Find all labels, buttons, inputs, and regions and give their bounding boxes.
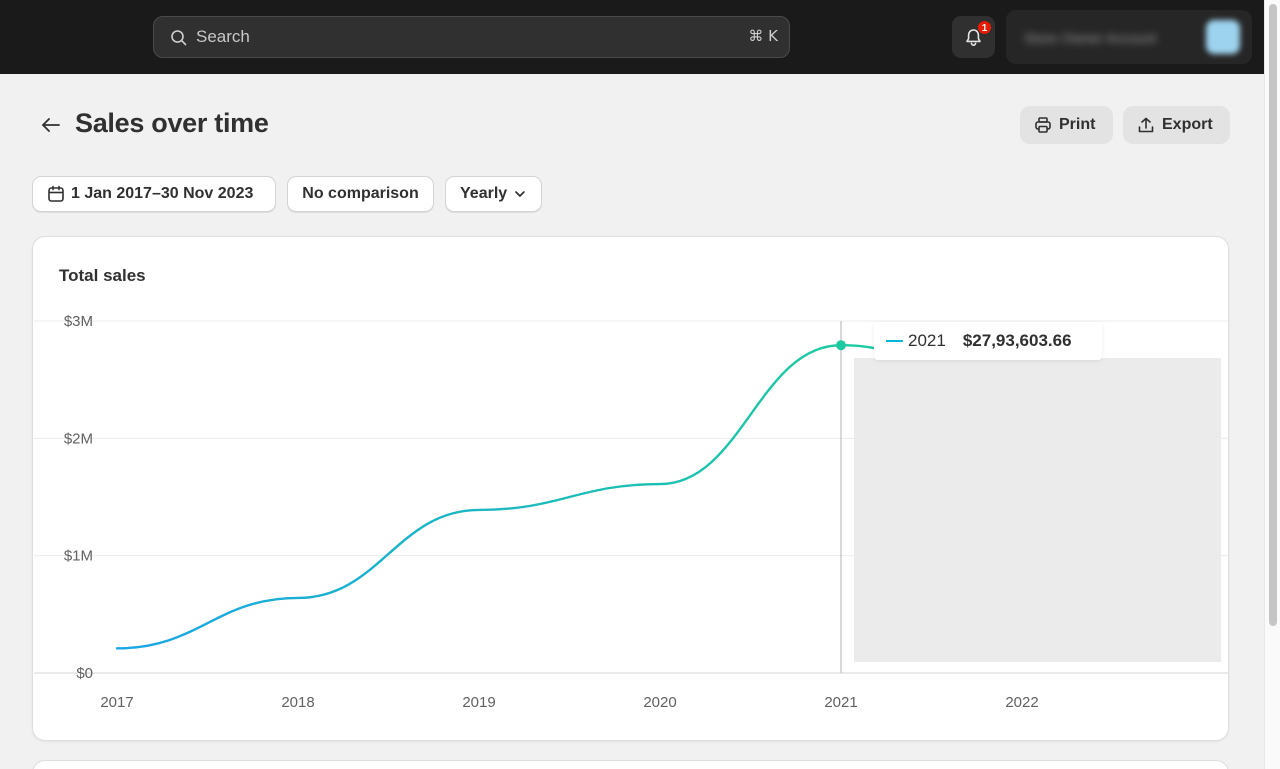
x-tick-label: 2022 (1005, 694, 1038, 711)
chart-title: Total sales (59, 266, 146, 285)
account-menu[interactable]: Store Owner Account (1006, 10, 1252, 64)
x-tick-label: 2020 (643, 694, 676, 711)
y-tick-label: $2M (64, 430, 93, 447)
tooltip-value: $27,93,603.66 (962, 331, 1072, 350)
print-label: Print (1059, 116, 1096, 133)
comparison-label: No comparison (302, 185, 419, 202)
chevron-down-icon (515, 191, 525, 197)
search-shortcut: ⌘ K (748, 27, 778, 45)
search-bar[interactable]: ⌘ K (153, 16, 790, 58)
y-tick-label: $1M (64, 548, 93, 565)
tooltip-year: 2021 (908, 331, 946, 350)
top-bar: ⌘ K 1 Store Owner Account (0, 0, 1264, 74)
y-tick-label: $3M (64, 313, 93, 330)
arrow-left-icon (42, 118, 60, 132)
export-button[interactable]: Export (1123, 106, 1230, 144)
bell-icon (966, 29, 981, 47)
hover-point (836, 340, 846, 351)
back-button[interactable] (38, 113, 64, 137)
series-line (115, 344, 1024, 650)
x-tick-label: 2019 (462, 694, 495, 711)
notification-badge: 1 (977, 20, 992, 35)
scrollbar-thumb[interactable] (1269, 4, 1277, 626)
comparison-selector[interactable]: No comparison (287, 176, 434, 212)
print-button[interactable]: Print (1020, 106, 1113, 144)
page-scrollbar[interactable] (1264, 0, 1280, 769)
frequency-selector[interactable]: Yearly (445, 176, 542, 212)
export-label: Export (1162, 116, 1213, 133)
date-range-label: 1 Jan 2017–30 Nov 2023 (71, 185, 254, 202)
upload-icon (1138, 117, 1154, 133)
x-tick-label: 2021 (824, 694, 857, 711)
y-tick-label: $0 (76, 665, 93, 682)
x-tick-label: 2017 (100, 694, 133, 711)
calendar-icon (48, 185, 64, 202)
search-input[interactable] (196, 17, 716, 57)
search-icon (171, 30, 187, 46)
avatar (1206, 20, 1240, 54)
printer-icon (1035, 117, 1051, 133)
date-range-picker[interactable]: 1 Jan 2017–30 Nov 2023 (32, 176, 276, 212)
tooltip-panel (854, 358, 1221, 662)
series-swatch (886, 340, 903, 342)
frequency-label: Yearly (460, 185, 508, 202)
notifications-button[interactable]: 1 (952, 16, 995, 58)
x-tick-label: 2018 (281, 694, 314, 711)
account-name: Store Owner Account (1024, 30, 1157, 46)
page-title: Sales over time (75, 108, 269, 138)
chart-tooltip: 2021 $27,93,603.66 (874, 322, 1102, 360)
